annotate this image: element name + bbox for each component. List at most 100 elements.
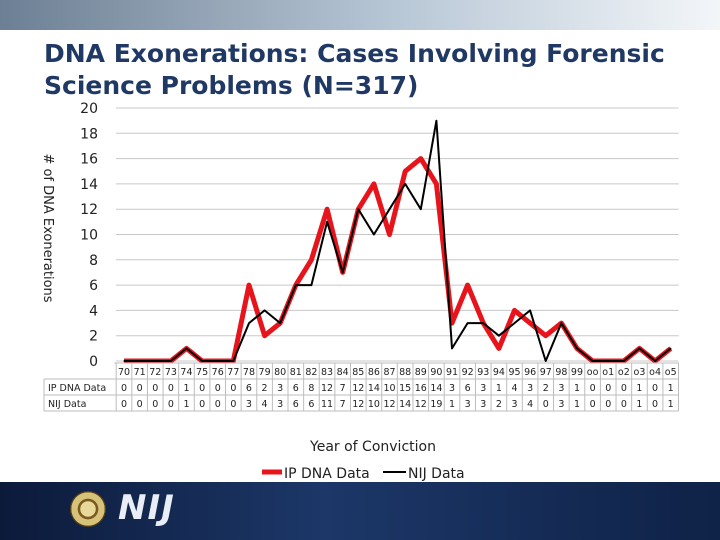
data-point (326, 208, 328, 210)
x-tick-label: 96 (524, 367, 536, 378)
data-label: 0 (621, 399, 627, 410)
data-label: 1 (668, 383, 674, 394)
x-tick-label: 93 (477, 367, 489, 378)
data-label: 4 (511, 383, 517, 394)
data-label: 0 (543, 399, 549, 410)
data-label: 7 (340, 399, 346, 410)
data-label: 3 (558, 383, 564, 394)
data-label: 2 (262, 383, 268, 394)
data-label: 14 (399, 399, 411, 410)
data-label: 1 (449, 399, 455, 410)
data-point (185, 347, 188, 349)
data-label: 0 (137, 399, 143, 410)
y-tick-label: 16 (80, 152, 98, 168)
data-point (513, 309, 516, 311)
x-tick-label: 82 (305, 367, 317, 378)
doj-seal-icon (70, 491, 106, 527)
x-tick-label: 71 (134, 367, 146, 378)
y-tick-label: 14 (80, 177, 98, 193)
data-point (576, 347, 578, 349)
data-label: 3 (511, 399, 517, 410)
data-label: 3 (480, 383, 486, 394)
x-tick-label: 92 (462, 367, 474, 378)
legend-label: IP DNA Data (284, 466, 370, 482)
x-tick-label: 77 (227, 367, 239, 378)
data-point (373, 233, 375, 236)
x-tick-label: 89 (415, 367, 427, 378)
data-label: 15 (399, 383, 411, 394)
data-point (498, 347, 500, 349)
data-label: 7 (340, 383, 346, 394)
data-label: 3 (527, 383, 533, 394)
data-label: 14 (430, 383, 442, 394)
slide-title-line-1: DNA Exonerations: Cases Involving Forens… (44, 39, 665, 68)
data-label: 0 (652, 383, 658, 394)
data-point (592, 360, 594, 362)
x-tick-label: 78 (243, 367, 255, 378)
data-point (451, 347, 453, 349)
slide-title: DNA Exonerations: Cases Involving Forens… (44, 38, 684, 102)
x-tick-label: 83 (321, 367, 333, 378)
data-point (467, 284, 469, 286)
data-point (139, 360, 141, 362)
data-point (373, 183, 375, 185)
nij-logo: NIJ (118, 488, 175, 528)
x-tick-label: 86 (368, 367, 380, 378)
y-tick-label: 8 (89, 253, 98, 269)
data-label: 1 (636, 399, 642, 410)
data-point (310, 259, 313, 261)
data-label: 0 (168, 399, 174, 410)
slide-title-line-2: Science Problems (N=317) (44, 71, 419, 100)
data-point (248, 322, 250, 324)
x-tick-label: 70 (118, 367, 130, 378)
data-label: 3 (449, 383, 455, 394)
data-label: 0 (652, 399, 658, 410)
data-point (279, 322, 281, 324)
data-label: 1 (668, 399, 674, 410)
data-label: 12 (352, 399, 364, 410)
data-point (388, 208, 391, 210)
data-label: 0 (199, 383, 205, 394)
data-label: 3 (277, 383, 283, 394)
x-tick-label: 74 (180, 367, 192, 378)
x-tick-label: 94 (493, 367, 505, 378)
data-point (420, 158, 422, 160)
data-point (545, 335, 547, 337)
data-label: 0 (152, 383, 158, 394)
data-label: 1 (183, 383, 189, 394)
x-tick-label: 91 (446, 367, 458, 378)
data-point (357, 208, 359, 210)
x-tick-label: 80 (274, 367, 286, 378)
data-label: 6 (246, 383, 252, 394)
y-tick-label: 4 (89, 303, 98, 319)
data-label: 12 (383, 399, 395, 410)
y-tick-label: 12 (80, 202, 98, 218)
data-point (201, 360, 203, 362)
data-point (435, 120, 437, 122)
data-point (435, 183, 437, 185)
data-point (123, 360, 125, 362)
y-tick-label: 6 (89, 278, 98, 294)
data-point (545, 360, 547, 362)
footer-bar (0, 482, 720, 540)
data-label: 3 (558, 399, 564, 410)
x-tick-label: 98 (555, 367, 567, 378)
data-label: 0 (168, 383, 174, 394)
x-tick-label: 79 (259, 367, 271, 378)
data-label: 0 (605, 399, 611, 410)
x-tick-label: 75 (196, 367, 208, 378)
data-label: 0 (121, 399, 127, 410)
data-point (232, 360, 234, 362)
data-point (170, 360, 172, 362)
data-label: 0 (152, 399, 158, 410)
x-tick-label: 97 (540, 367, 552, 378)
data-point (498, 335, 500, 337)
x-tick-label: 99 (571, 367, 583, 378)
y-tick-label: 20 (80, 101, 98, 117)
data-label: 3 (277, 399, 283, 410)
y-tick-label: 18 (80, 126, 98, 142)
data-point (638, 347, 641, 349)
data-label: 6 (293, 399, 299, 410)
data-label: 12 (321, 383, 333, 394)
x-tick-label: 95 (508, 367, 520, 378)
